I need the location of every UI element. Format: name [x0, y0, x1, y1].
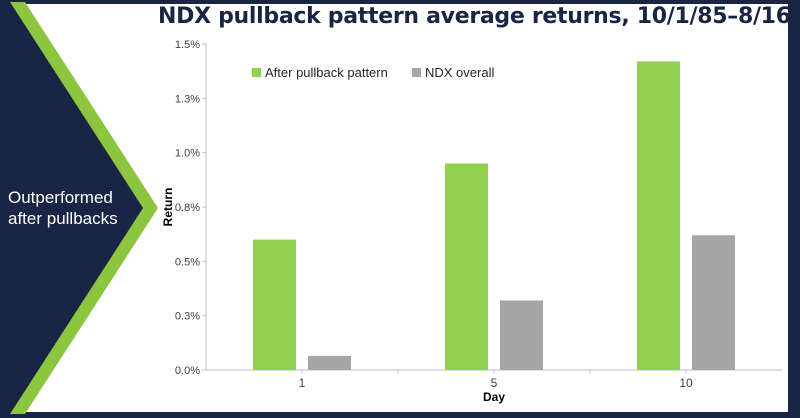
side-label-line-2: after pullbacks [8, 209, 118, 228]
legend-swatch [252, 68, 261, 77]
side-label: Outperformed after pullbacks [8, 187, 143, 229]
y-axis-label: Return [161, 188, 175, 227]
y-tick-label: 1.5% [175, 39, 200, 51]
y-tick-label: 1.3% [175, 93, 200, 105]
y-tick-label: 0.0% [175, 365, 200, 377]
legend-label: NDX overall [425, 65, 494, 80]
x-tick-label: 1 [299, 376, 306, 390]
y-tick-label: 0.8% [175, 202, 200, 214]
bar [308, 355, 351, 370]
bar [500, 300, 543, 370]
legend-label: After pullback pattern [265, 65, 388, 80]
bar [637, 61, 680, 371]
y-tick-label: 0.3% [175, 311, 200, 323]
bar [445, 163, 488, 370]
chart-title: NDX pullback pattern average returns, 10… [158, 4, 800, 29]
y-tick-label: 1.0% [175, 148, 200, 160]
side-label-line-1: Outperformed [8, 188, 113, 207]
x-axis-label: Day [483, 390, 505, 404]
legend-swatch [412, 68, 421, 77]
x-tick-label: 5 [491, 376, 498, 390]
bar [253, 239, 296, 370]
bar [692, 235, 735, 370]
y-tick-label: 0.5% [175, 256, 200, 268]
x-tick-label: 10 [679, 376, 693, 390]
